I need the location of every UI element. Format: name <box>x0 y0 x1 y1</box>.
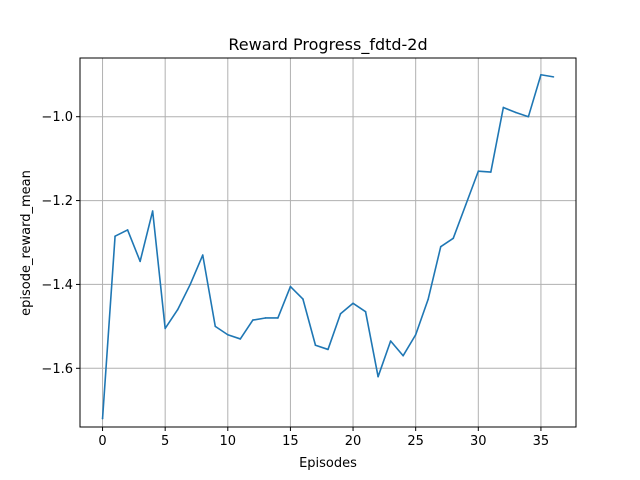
x-tick-label: 10 <box>220 434 237 449</box>
data-point <box>289 285 292 288</box>
data-point <box>364 310 367 313</box>
x-tick-label: 35 <box>533 434 550 449</box>
data-point <box>439 245 442 248</box>
data-point <box>176 308 179 311</box>
data-point <box>101 417 104 420</box>
data-point <box>214 325 217 328</box>
y-axis-label: episode_reward_mean <box>19 170 34 316</box>
data-point <box>252 319 254 321</box>
data-point <box>515 111 517 114</box>
data-point <box>552 76 555 78</box>
y-tick-label: −1.6 <box>41 362 73 377</box>
data-point <box>264 317 267 319</box>
data-point <box>389 340 392 342</box>
data-point <box>414 333 417 336</box>
data-point <box>189 283 192 286</box>
data-point <box>352 302 354 305</box>
x-tick-label: 30 <box>470 434 487 449</box>
data-point <box>126 229 129 231</box>
x-tick-label: 0 <box>98 434 106 449</box>
data-point <box>490 171 492 173</box>
data-point <box>226 333 229 336</box>
data-point <box>402 354 404 357</box>
data-point <box>139 260 141 263</box>
series-layer <box>101 73 555 420</box>
data-point <box>452 237 455 240</box>
data-point <box>151 210 154 212</box>
axis-ticks: 0 5 10 15 20 25 30 35 −1.6 −1.4 −1.2 −1.0 <box>41 110 549 449</box>
chart-title: Reward Progress_fdtd-2d <box>228 35 427 55</box>
y-tick-label: −1.0 <box>41 110 73 125</box>
data-point <box>201 254 204 256</box>
data-point <box>277 317 279 319</box>
data-point <box>314 344 317 347</box>
x-tick-label: 5 <box>161 434 169 449</box>
data-point <box>164 327 166 330</box>
grid <box>80 58 576 427</box>
x-tick-label: 20 <box>345 434 362 449</box>
data-point <box>502 106 505 109</box>
y-tick-label: −1.4 <box>41 278 73 293</box>
data-point <box>527 115 530 118</box>
plot-frame <box>79 57 577 428</box>
data-point <box>377 375 379 378</box>
x-tick-label: 25 <box>407 434 424 449</box>
data-point <box>427 298 430 300</box>
data-point <box>464 203 467 206</box>
x-tick-label: 15 <box>282 434 299 449</box>
x-axis-label: Episodes <box>299 456 357 471</box>
data-point <box>477 170 480 173</box>
data-point <box>302 298 304 300</box>
data-point <box>540 73 542 76</box>
data-point <box>239 338 242 340</box>
data-point <box>114 235 116 238</box>
data-point <box>339 312 342 315</box>
data-point <box>327 348 329 351</box>
y-tick-label: −1.2 <box>41 194 73 209</box>
